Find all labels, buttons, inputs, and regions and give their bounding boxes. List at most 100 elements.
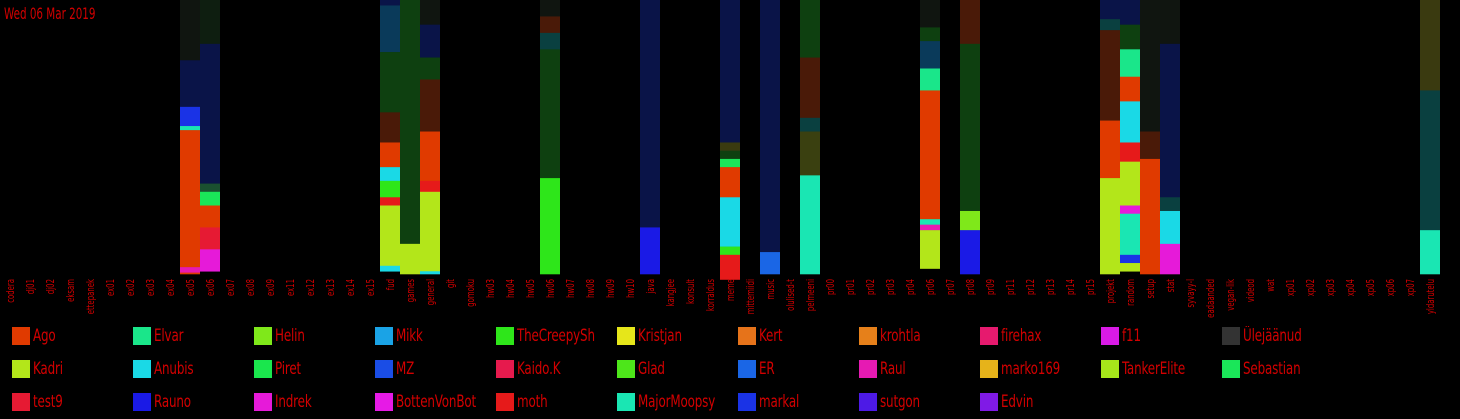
bar-segment-meme-5 <box>720 197 740 247</box>
x-tick-label: hw05 <box>525 279 538 298</box>
legend-item: firehax <box>980 324 1053 348</box>
legend-swatch <box>254 327 272 345</box>
bar-segment-setup-2 <box>1140 158 1160 275</box>
bar-segment-music-1 <box>760 252 780 275</box>
x-tick-label: pr07 <box>945 279 958 295</box>
bar-segment-pelmeeni-4 <box>800 175 820 275</box>
x-tick-label: mittemiidi <box>745 279 758 314</box>
legend-swatch <box>12 327 30 345</box>
bar-segment-pr08-1 <box>960 43 980 212</box>
bar-segment-fud-9 <box>380 265 400 272</box>
x-tick-label: xp03 <box>1325 279 1338 296</box>
legend-swatch <box>1222 327 1240 345</box>
x-tick-label: hw10 <box>625 279 638 298</box>
bar-segment-pr06-0 <box>920 0 940 28</box>
bar-segment-hw06-0 <box>540 0 560 17</box>
x-tick-label: pr02 <box>865 279 878 295</box>
x-tick-label: ex01 <box>105 279 118 296</box>
legend-item: TheCreepySh <box>496 324 617 348</box>
bar-segment-pr08-3 <box>960 230 980 275</box>
legend-label: f11 <box>1122 326 1141 346</box>
bar-segment-yldarutelu-1 <box>1420 90 1440 231</box>
bar-segment-random-7 <box>1120 205 1140 215</box>
bar-segment-meme-4 <box>720 167 740 198</box>
x-tick-label: ex07 <box>225 279 238 296</box>
legend-swatch <box>859 327 877 345</box>
x-tick-label: git <box>445 278 458 288</box>
legend-swatch <box>1101 360 1119 378</box>
x-tick-label: ex02 <box>125 279 138 296</box>
stacked-bar-chart: Wed 06 Mar 2019 codera dj01 dj02 eksam ettep… <box>4 0 1440 318</box>
legend-item: moth <box>496 390 556 414</box>
bar-segment-yldarutelu-0 <box>1420 0 1440 91</box>
legend-item: krohtla <box>859 324 932 348</box>
legend-label: Rauno <box>154 392 191 412</box>
bar-segment-ex05-5 <box>180 267 200 273</box>
legend-label: MZ <box>396 359 415 379</box>
bar-segment-ex05-2 <box>180 106 200 127</box>
bar-segment-random-5 <box>1120 142 1140 162</box>
x-tick-label: ex08 <box>245 279 258 296</box>
bar-segment-ex05-1 <box>180 60 200 108</box>
bar-segment-random-9 <box>1120 254 1140 264</box>
legend-swatch <box>617 327 635 345</box>
bar-segment-fud-5 <box>380 167 400 182</box>
bar-segment-ex06-5 <box>200 227 220 250</box>
x-tick-label: ex14 <box>345 279 358 296</box>
legend-label: TankerElite <box>1122 359 1186 379</box>
bar-segment-meme-3 <box>720 158 740 168</box>
bar-segment-fud-6 <box>380 180 400 198</box>
legend-label: Kaido.K <box>517 359 561 379</box>
bar-segment-hw06-2 <box>540 32 560 50</box>
x-tick-label: ex13 <box>325 279 338 296</box>
bar-segment-stat-3 <box>1160 210 1180 245</box>
x-tick-label: pr14 <box>1065 279 1078 295</box>
x-tick-label: xp01 <box>1285 279 1298 296</box>
x-tick-label: general <box>425 279 438 305</box>
bar-segment-general-6 <box>420 191 440 272</box>
bar-segment-fud-4 <box>380 142 400 168</box>
x-tick-label: pr11 <box>1005 279 1018 295</box>
legend-item: Kristjan <box>617 324 694 348</box>
bar-segment-random-8 <box>1120 213 1140 256</box>
bars-layer <box>180 0 1440 280</box>
legend-swatch <box>738 360 756 378</box>
bar-segment-games-1 <box>400 243 420 275</box>
legend-label: Kert <box>759 326 783 346</box>
legend-label: krohtla <box>880 326 921 346</box>
bar-segment-fud-0 <box>380 0 400 6</box>
legend-label: ER <box>759 359 775 379</box>
bar-segment-pr08-0 <box>960 0 980 45</box>
legend-item: f11 <box>1101 324 1146 348</box>
legend-item: Mikk <box>375 324 430 348</box>
x-tick-label: ex12 <box>305 279 318 296</box>
bar-segment-random-10 <box>1120 263 1140 272</box>
bar-segment-random-6 <box>1120 161 1140 206</box>
bar-segment-stat-0 <box>1160 0 1180 45</box>
x-tick-label: syvayy-l <box>1185 279 1198 308</box>
bar-segment-projekt-0 <box>1100 0 1120 20</box>
legend-label: Piret <box>275 359 302 379</box>
bar-segment-general-2 <box>420 57 440 80</box>
bar-segment-random-1 <box>1120 24 1140 50</box>
bar-segment-ex06-0 <box>200 0 220 45</box>
bar-segment-projekt-2 <box>1100 30 1120 121</box>
bar-segment-ex06-3 <box>200 191 220 206</box>
bar-segment-ex05-0 <box>180 0 200 61</box>
x-tick-label: meme <box>725 279 738 301</box>
x-tick-label: pr08 <box>965 279 978 295</box>
legend-label: Ago <box>33 326 56 346</box>
bar-segment-music-0 <box>760 0 780 253</box>
legend-swatch <box>496 360 514 378</box>
bar-segment-stat-2 <box>1160 197 1180 212</box>
x-tick-label: yldarutelu <box>1425 279 1438 314</box>
bar-segment-hw06-4 <box>540 178 560 275</box>
x-tick-label: fud <box>385 279 398 290</box>
x-tick-label: teadaanded <box>1205 279 1218 318</box>
legend-label: Kristjan <box>638 326 682 346</box>
legend-label: Raul <box>880 359 906 379</box>
x-tick-label: pr01 <box>845 279 858 295</box>
legend-label: Sebastian <box>1243 359 1301 379</box>
bar-segment-pr06-1 <box>920 27 940 42</box>
bar-segment-ex06-2 <box>200 183 220 193</box>
